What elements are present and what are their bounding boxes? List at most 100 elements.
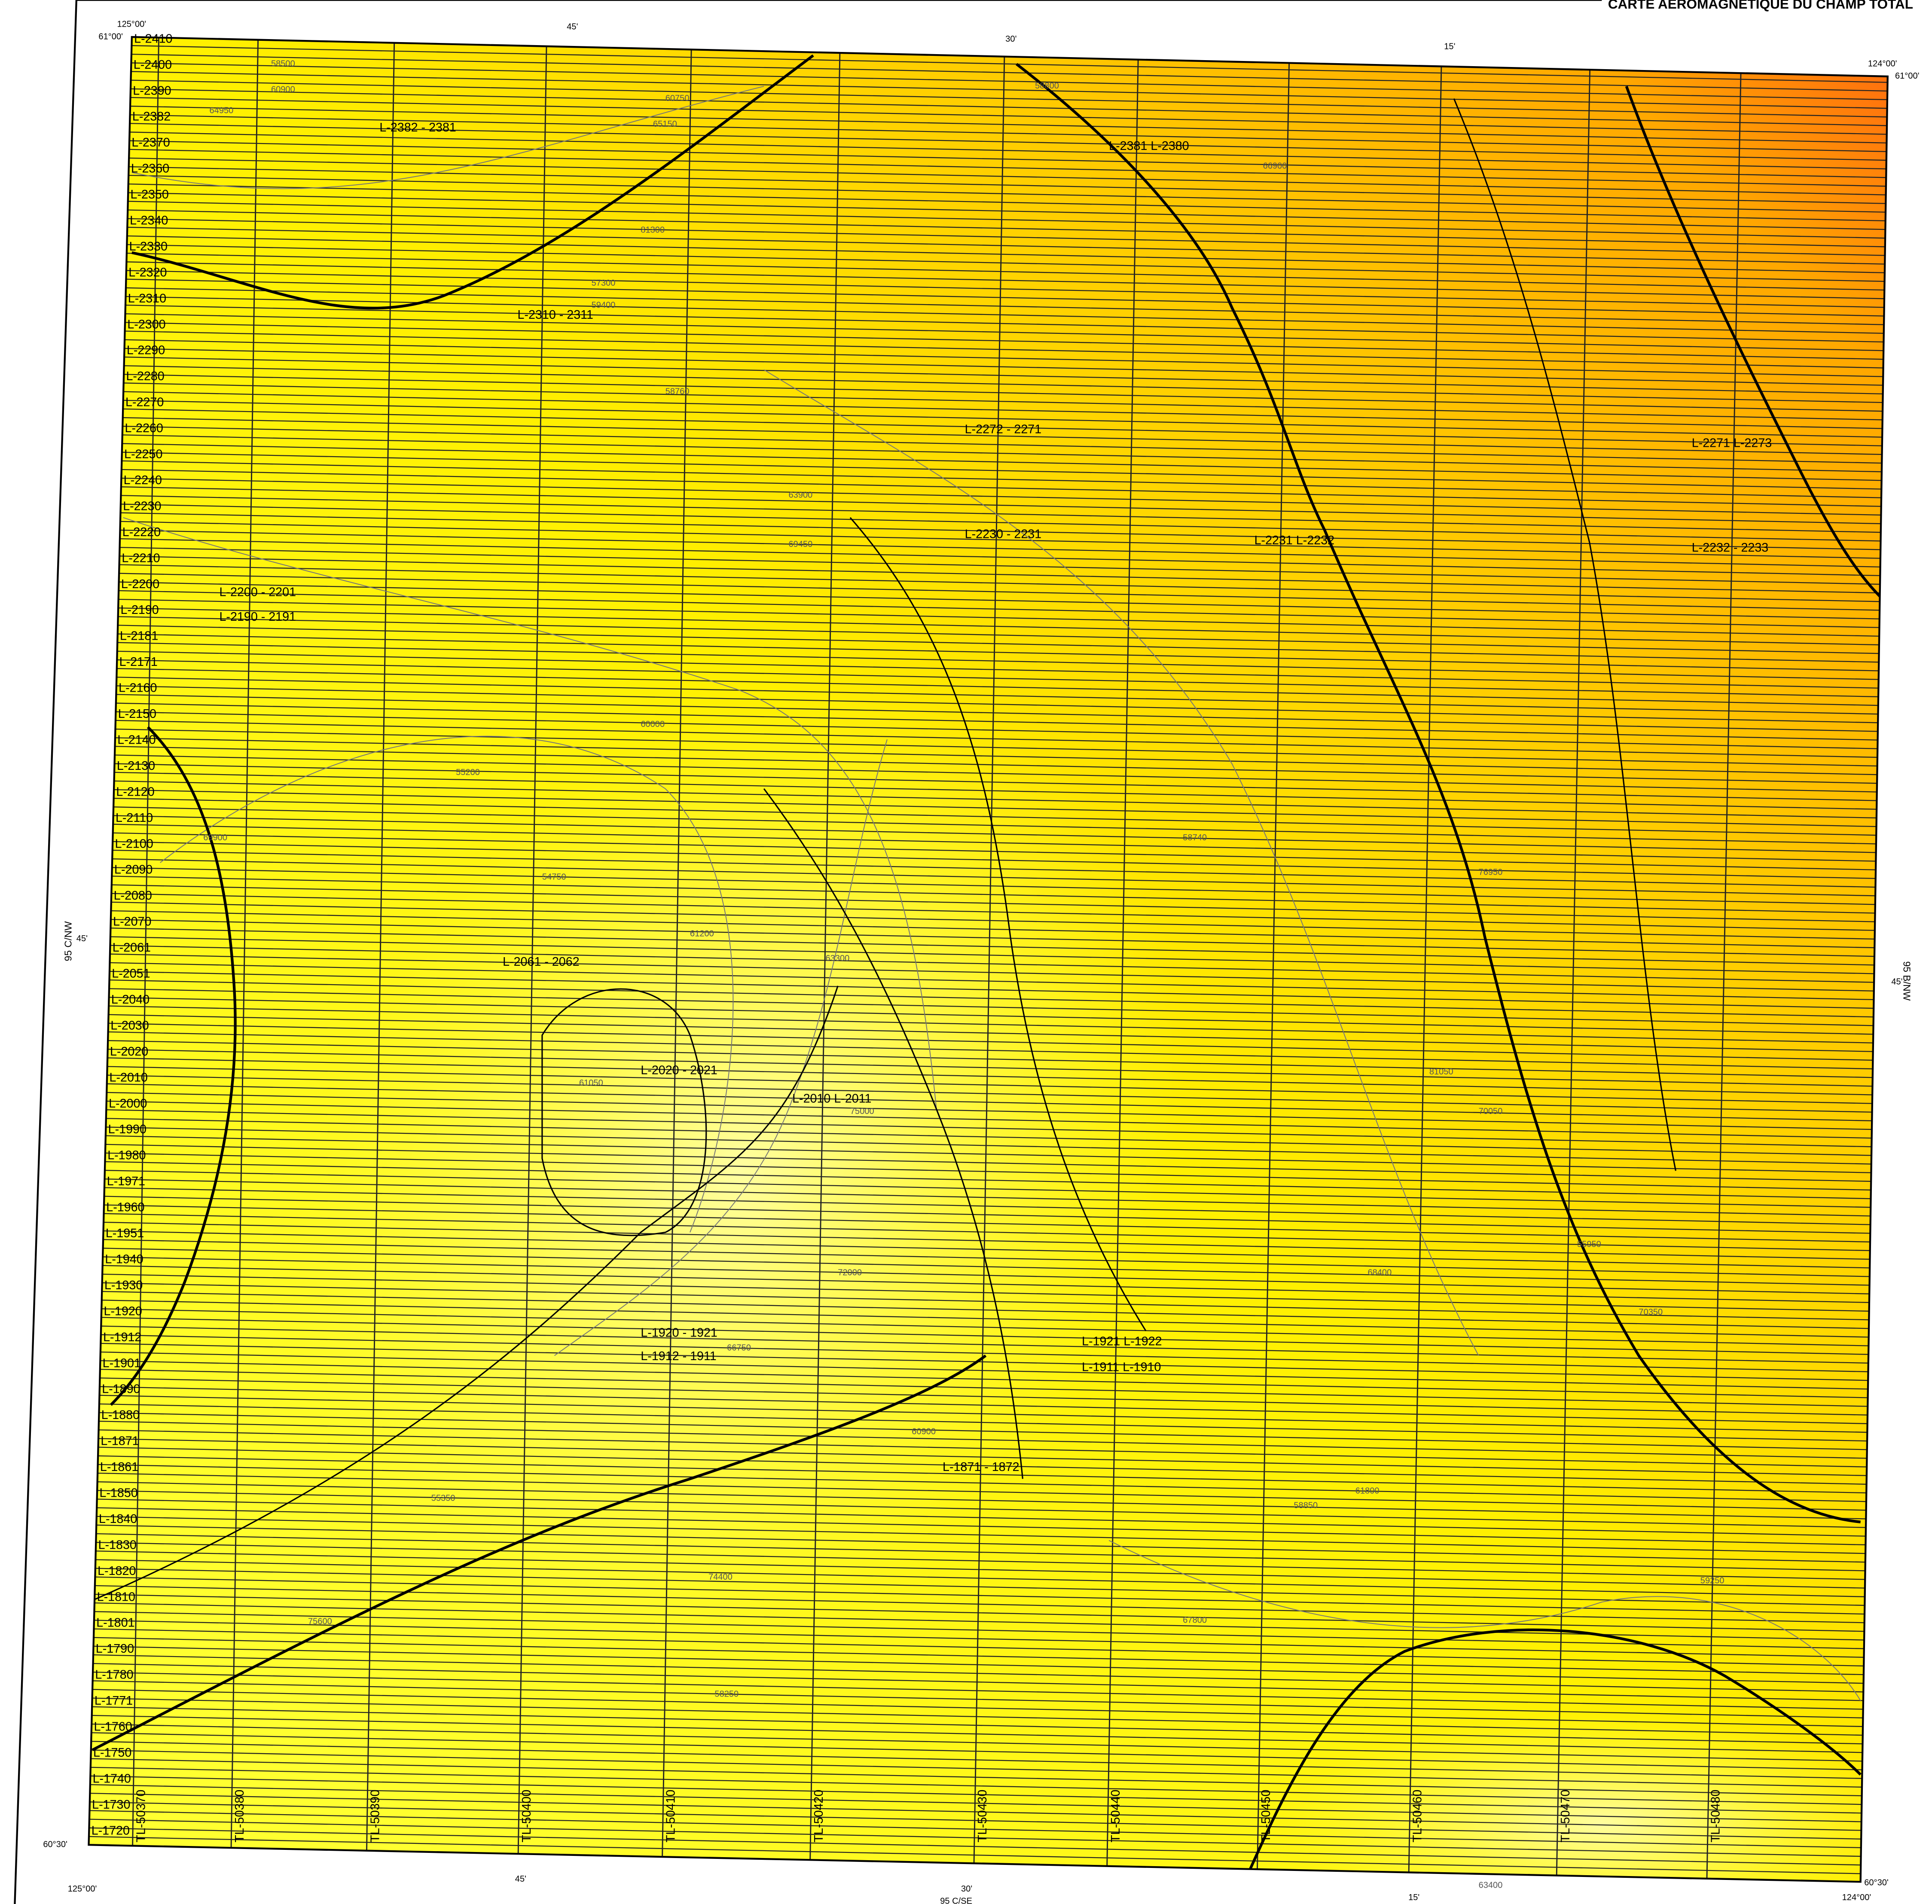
flight-line-minor [89,762,1888,802]
flight-line [89,1732,1888,1771]
contour-label: 60750 [665,94,690,103]
tie-line [131,37,160,1882]
sheet-label: 95 B/NW [1901,961,1913,1001]
line-pair-label: L-2020 - 2021 [641,1063,717,1077]
tie-line [1106,37,1140,1882]
flight-line [89,1031,1888,1070]
flight-line-minor [89,909,1888,949]
thin-contours [123,85,1861,1701]
flight-line-minor [89,1749,1888,1788]
tie-line [517,37,548,1882]
contour-label: 81050 [1429,1067,1453,1077]
flight-line-label: L-2300 [127,317,165,331]
contour [1453,98,1677,1171]
line-pair-label: L-1871 - 1872 [943,1460,1019,1474]
contour-label: 72000 [838,1268,862,1278]
contour-label: 63400 [1479,1880,1503,1890]
flight-line-label: L-2160 [119,681,157,695]
tie-line-label: TL-50470 [1559,1790,1572,1843]
flight-line-label: L-2240 [124,473,162,487]
flight-line-minor [89,52,1888,92]
flight-line-label: L-2320 [128,265,167,279]
flight-line-label: L-1810 [97,1590,135,1604]
flight-line-minor [89,61,1888,101]
flight-line-minor [89,1221,1888,1260]
flight-line [89,1316,1888,1356]
tie-line [973,37,1006,1882]
flight-line-minor [89,424,1888,464]
contour-label: 70350 [1639,1307,1663,1317]
flight-line-minor [89,1273,1888,1312]
line-pair-label: L-2382 - 2381 [379,121,456,134]
flight-line-minor [89,139,1888,178]
flight-line-label: L-1840 [99,1512,137,1526]
edge-label: 124°00' [1868,59,1897,68]
flight-line-minor [89,1463,1888,1503]
flight-line-label: L-2260 [125,421,163,435]
edge-label: 45' [76,934,88,943]
flight-line [89,771,1888,810]
edge-label: 45' [567,22,578,31]
edge-label: 125°00' [117,20,146,29]
flight-line [89,226,1888,265]
flight-line-label: L-2140 [117,733,156,747]
flight-line-minor [89,970,1888,1010]
flight-line [89,44,1888,83]
flight-line-label: L-2181 [120,629,158,643]
edge-label: 60°30' [43,1840,67,1849]
flight-line-label: L-2061 [113,941,151,955]
flight-line-label: L-1960 [106,1201,144,1214]
tie-line-label: TL-50460 [1411,1790,1425,1843]
flight-line-minor [89,1593,1888,1633]
flight-line-label: L-1790 [96,1642,134,1656]
flight-line-minor [89,1671,1888,1711]
contour-label: 74400 [708,1572,733,1582]
flight-line-label: L-2350 [131,188,169,201]
flight-line-label: L-2400 [134,58,172,72]
flight-line [89,615,1888,655]
flight-line-minor [89,1351,1888,1390]
contour-label: 59250 [1700,1576,1724,1586]
flight-line-minor [89,130,1888,170]
tie-line [1555,37,1592,1882]
contour-label: 69900 [203,833,227,842]
edge-label: 61°00' [1895,71,1919,81]
flight-line-label: L-1720 [92,1824,130,1837]
edge-label: 45' [1891,977,1902,987]
flight-line-minor [89,1307,1888,1347]
flight-line [89,667,1888,707]
flight-line [89,589,1888,629]
flight-line [89,1836,1888,1875]
flight-line-minor [89,182,1888,222]
flight-line [89,563,1888,603]
flight-line [89,70,1888,109]
contour-label: 63300 [826,954,850,963]
flight-line [89,122,1888,161]
line-pair-label: L-1912 - 1911 [641,1349,716,1363]
contour [1625,85,1888,605]
flight-line-minor [89,1411,1888,1451]
flight-line-minor [89,580,1888,620]
flight-line-minor [89,1775,1888,1815]
flight-line-minor [89,442,1888,482]
tie-line [1407,37,1443,1882]
flight-line-label: L-1912 [103,1330,141,1344]
contour-label: 58850 [1294,1501,1318,1510]
flight-line [89,485,1888,525]
flight-line-label: L-2250 [124,448,162,461]
flight-line [89,641,1888,680]
flight-line-minor [89,554,1888,594]
flight-line-minor [89,1195,1888,1235]
flight-line-minor [89,710,1888,750]
edge-label: 125°00' [68,1884,97,1894]
tie-line [1706,37,1743,1882]
flight-line-label: L-2150 [118,707,156,721]
flight-line-minor [89,1740,1888,1780]
flight-line-minor [89,831,1888,871]
tie-line-label: TL-50390 [368,1790,382,1843]
flight-line-minor [89,658,1888,698]
flight-line-label: L-1730 [92,1798,130,1812]
flight-line-minor [89,1039,1888,1079]
flight-line [89,1498,1888,1538]
flight-line [89,1420,1888,1460]
